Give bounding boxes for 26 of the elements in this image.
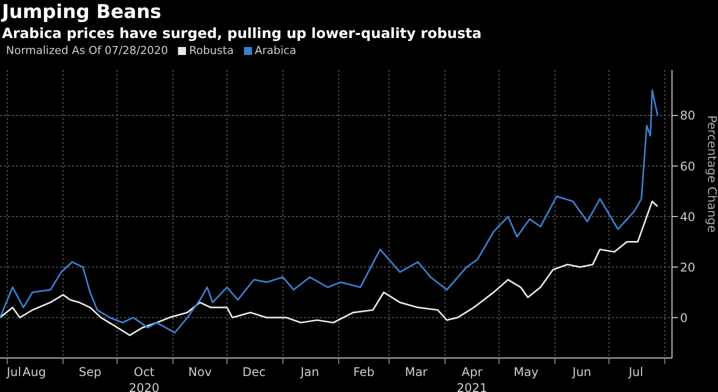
line-series <box>0 200 658 336</box>
y-tick-label: 40 <box>680 210 696 224</box>
x-tick-label: Sep <box>78 365 102 379</box>
y-tick-label: 80 <box>680 108 696 123</box>
chart-subtitle: Arabica prices have surged, pulling up lower-quality robusta <box>2 25 483 44</box>
y-tick-label: 0 <box>680 310 688 325</box>
x-tick-label: Aug <box>22 365 46 379</box>
x-tick-label: Dec <box>242 365 266 379</box>
x-tick-label: Feb <box>353 365 375 379</box>
x-tick-label: May <box>514 365 538 379</box>
y-axis-title: Percentage Change <box>705 115 718 233</box>
x-tick-label: Jul <box>628 365 644 379</box>
x-tick-label: Jul <box>6 365 22 379</box>
legend-title: Normalized As Of 07/28/2020 <box>6 44 168 57</box>
x-tick-label: Jan <box>300 365 320 379</box>
x-tick-label: Jun <box>572 365 592 379</box>
x-tick-label: Nov <box>188 365 212 379</box>
legend-label: Robusta <box>189 44 234 57</box>
x-tick-label: Oct 2020 <box>128 365 160 392</box>
legend-label: Arabica <box>254 44 296 57</box>
x-tick-label: Apr 2021 <box>456 365 488 392</box>
y-tick-label: 60 <box>680 159 696 174</box>
y-tick-label: 20 <box>680 260 696 274</box>
x-tick-label: Mar <box>404 365 428 379</box>
chart-title: Jumping Beans <box>2 0 162 24</box>
line-series <box>0 89 658 334</box>
